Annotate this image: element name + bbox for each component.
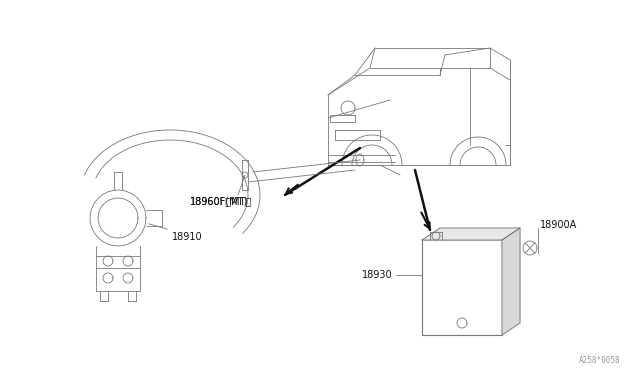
Text: 18960F〈MT〉: 18960F〈MT〉 — [190, 196, 252, 206]
Bar — [422, 240, 502, 335]
Text: 18930: 18930 — [362, 270, 393, 280]
Text: 18960F(MT): 18960F(MT) — [190, 196, 248, 206]
Polygon shape — [502, 228, 520, 335]
Text: 18910: 18910 — [172, 232, 203, 242]
Text: 18900A: 18900A — [540, 220, 577, 230]
Text: A258*0058: A258*0058 — [579, 356, 620, 365]
Polygon shape — [422, 228, 520, 240]
